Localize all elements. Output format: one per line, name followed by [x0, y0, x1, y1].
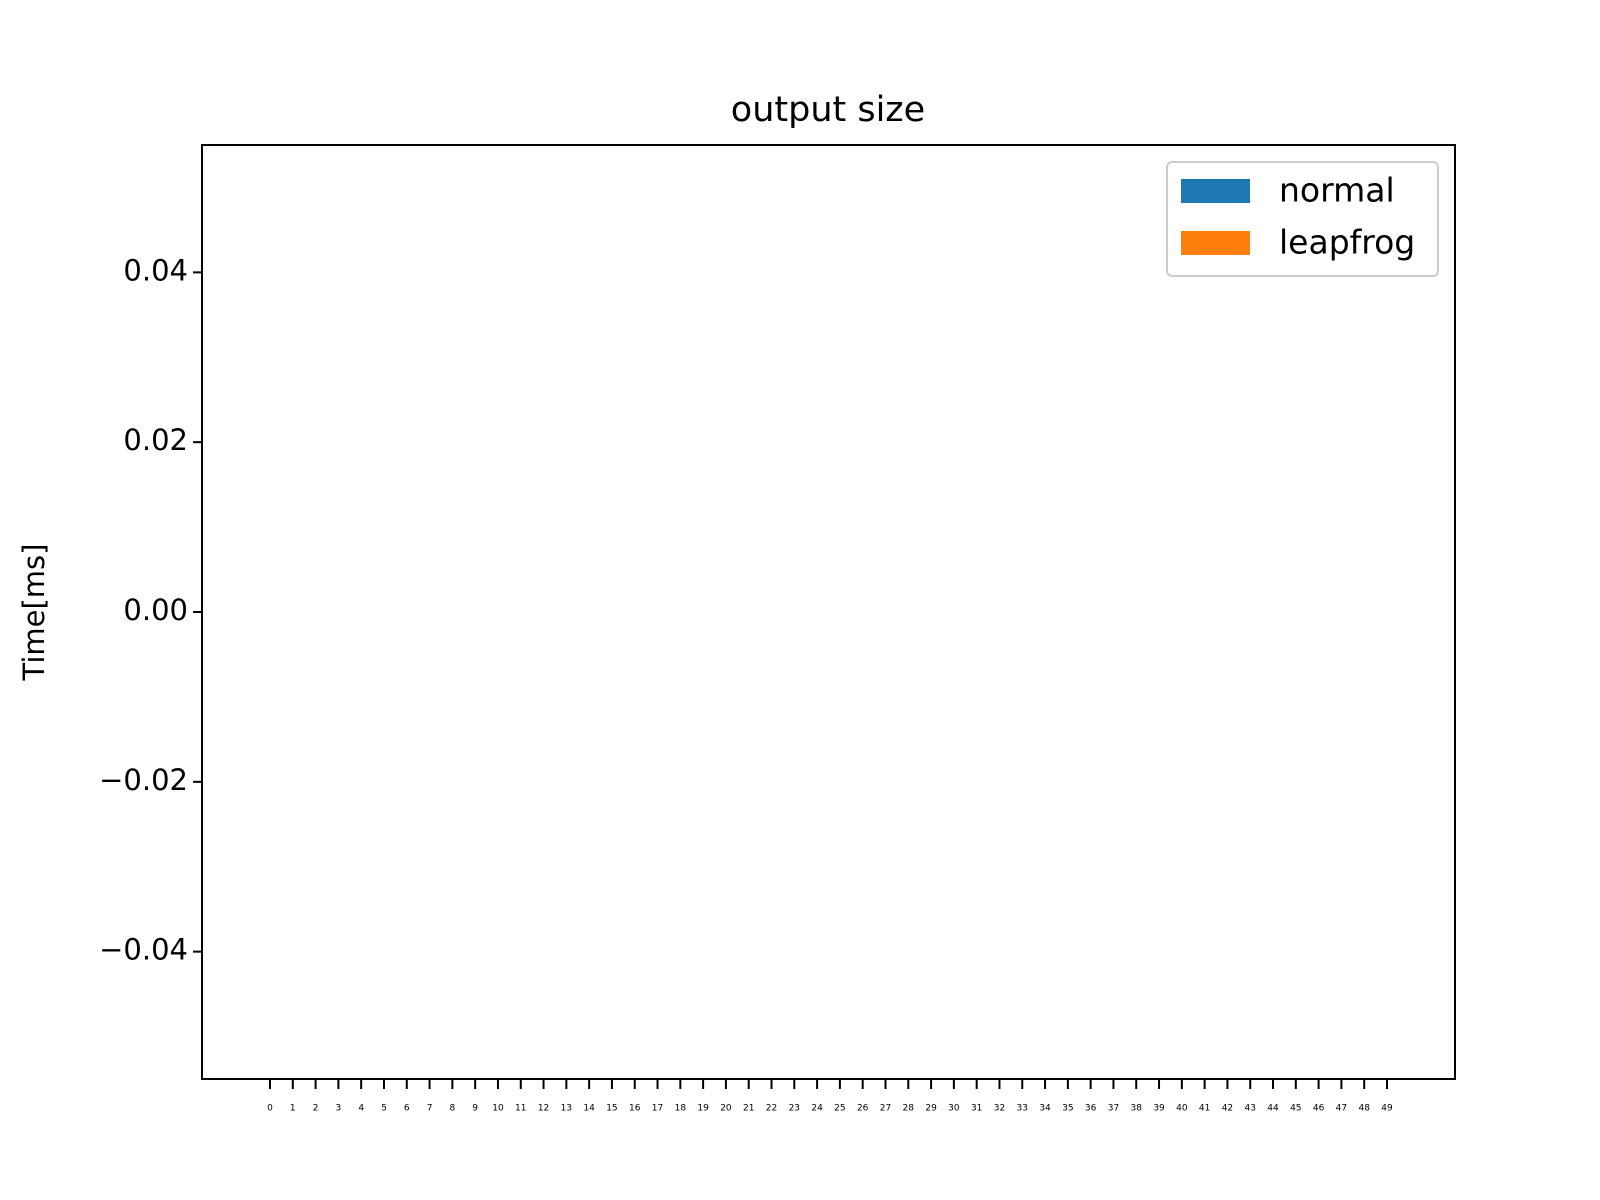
x-tick-label: 27 [880, 1104, 891, 1114]
x-tick-label: 29 [925, 1104, 937, 1114]
x-tick-label: 14 [583, 1104, 595, 1114]
x-tick-label: 24 [811, 1104, 823, 1114]
x-tick-label: 45 [1290, 1104, 1301, 1114]
x-tick-label: 47 [1336, 1104, 1347, 1114]
y-tick-label: 0.00 [123, 593, 188, 627]
legend-label: leapfrog [1279, 223, 1415, 262]
x-tick-label: 16 [629, 1104, 641, 1114]
x-tick-label: 1 [290, 1104, 296, 1114]
y-tick-label: −0.02 [99, 763, 188, 797]
x-tick-label: 35 [1062, 1104, 1073, 1114]
x-tick-label: 23 [789, 1104, 800, 1114]
x-tick-label: 48 [1358, 1104, 1370, 1114]
x-tick-label: 0 [267, 1104, 273, 1114]
x-tick-label: 4 [358, 1104, 364, 1114]
legend-swatch [1181, 179, 1250, 203]
y-tick-label: 0.04 [123, 253, 188, 287]
x-tick-label: 37 [1108, 1104, 1119, 1114]
x-tick-label: 9 [472, 1104, 478, 1114]
x-tick-label: 43 [1244, 1104, 1255, 1114]
x-tick-label: 6 [404, 1104, 410, 1114]
x-tick-label: 41 [1199, 1104, 1210, 1114]
x-tick-label: 13 [561, 1104, 572, 1114]
x-tick-label: 2 [313, 1104, 319, 1114]
x-tick-label: 12 [538, 1104, 549, 1114]
x-tick-label: 25 [834, 1104, 845, 1114]
x-tick-label: 3 [336, 1104, 342, 1114]
chart-title: output size [731, 90, 925, 130]
x-tick-label: 18 [675, 1104, 687, 1114]
plot-frame [201, 144, 1456, 1080]
x-tick-label: 46 [1313, 1104, 1325, 1114]
x-tick-label: 30 [948, 1104, 960, 1114]
x-tick-label: 31 [971, 1104, 982, 1114]
x-tick-label: 8 [450, 1104, 456, 1114]
y-tick-label: 0.02 [123, 423, 188, 457]
x-tick-label: 36 [1085, 1104, 1097, 1114]
x-tick-label: 39 [1153, 1104, 1165, 1114]
x-tick-label: 10 [492, 1104, 504, 1114]
x-tick-label: 42 [1222, 1104, 1233, 1114]
x-tick-label: 11 [515, 1104, 526, 1114]
x-tick-label: 20 [720, 1104, 732, 1114]
x-tick-label: 32 [994, 1104, 1005, 1114]
x-tick-label: 33 [1017, 1104, 1028, 1114]
x-tick-label: 15 [606, 1104, 617, 1114]
legend-swatch [1181, 231, 1250, 255]
x-tick-label: 21 [743, 1104, 754, 1114]
x-tick-label: 19 [697, 1104, 709, 1114]
x-tick-label: 17 [652, 1104, 663, 1114]
x-tick-label: 26 [857, 1104, 869, 1114]
legend-label: normal [1279, 171, 1395, 210]
y-tick-label: −0.04 [99, 933, 188, 967]
y-axis-label: Time[ms] [17, 544, 51, 682]
x-tick-label: 49 [1381, 1104, 1393, 1114]
x-tick-label: 22 [766, 1104, 777, 1114]
x-tick-label: 44 [1267, 1104, 1279, 1114]
x-tick-label: 34 [1039, 1104, 1051, 1114]
x-tick-label: 28 [903, 1104, 915, 1114]
x-tick-label: 38 [1131, 1104, 1143, 1114]
x-tick-label: 40 [1176, 1104, 1188, 1114]
x-tick-label: 5 [381, 1104, 387, 1114]
x-tick-label: 7 [427, 1104, 433, 1114]
